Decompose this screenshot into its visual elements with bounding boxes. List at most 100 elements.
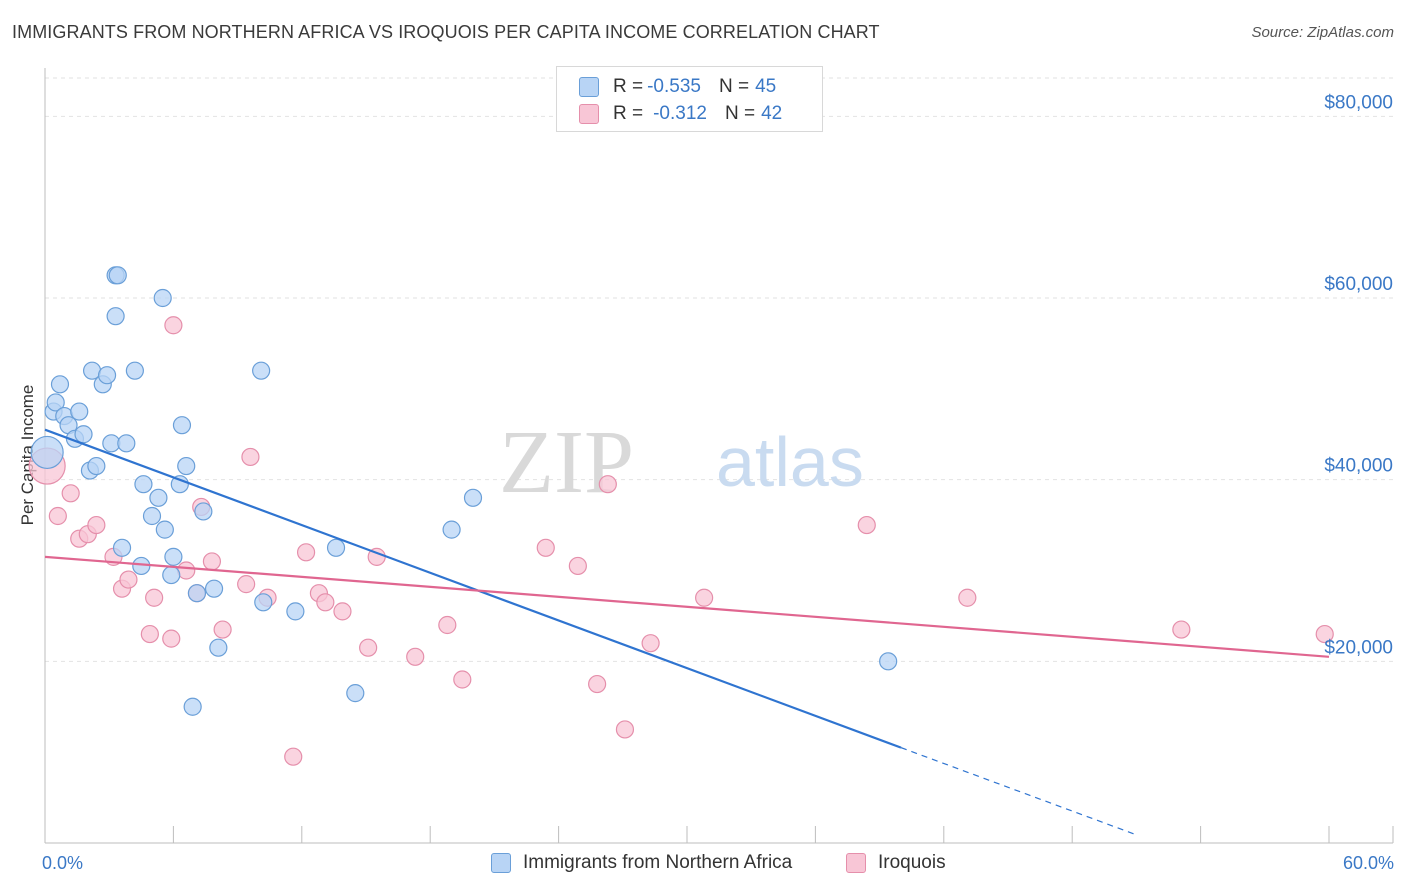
data-point [172,416,192,435]
data-point [125,361,144,380]
data-point [286,602,305,621]
data-point [108,266,127,285]
watermark: ZIP atlas [499,413,864,512]
data-point [50,375,70,394]
blue-swatch [579,77,599,97]
data-point [87,515,106,535]
y-tick-labels: $20,000 $40,000 $60,000 $80,000 [1324,92,1393,658]
x-tick-min: 0.0% [42,853,84,873]
data-point [46,393,65,412]
blue-swatch [491,853,511,873]
trend-line-iroquois [44,555,1330,658]
grid-lines [45,77,1393,662]
data-point [333,602,352,621]
watermark-zip: ZIP [499,413,634,512]
pink-swatch [846,853,866,873]
data-point [132,556,151,576]
series-legend: Immigrants from Northern Africa Iroquois [0,852,1406,878]
data-point [134,475,153,494]
data-point [187,584,207,603]
data-point [438,615,457,635]
data-point [162,629,181,648]
data-point [164,547,183,566]
trend-lines [44,428,1330,836]
data-point [30,435,64,470]
data-point [149,488,168,507]
r-value: -0.312 [653,103,707,124]
y-tick-label: $40,000 [1324,456,1393,477]
data-point [296,543,316,562]
data-point [1172,620,1191,639]
data-point [153,288,172,308]
data-point [202,552,222,571]
data-point [252,361,271,380]
legend-item-northern-africa: Immigrants from Northern Africa [491,852,792,874]
data-point [237,575,256,594]
data-point [194,502,213,521]
data-point [97,366,117,385]
trend-line-northern-africa-extension [900,747,1137,836]
data-point [213,620,232,639]
data-point [177,561,196,580]
chart-source: Source: ZipAtlas.com [1251,24,1394,41]
data-point [316,593,335,612]
r-label: R = [613,103,644,124]
data-point [958,588,977,607]
northern-africa-points [30,266,898,716]
data-point [142,506,162,526]
data-point [155,520,174,539]
legend-row-northern-africa: R = -0.535 N = 45 [579,75,776,99]
n-label: N = [724,103,756,124]
legend-item-iroquois: Iroquois [846,852,946,874]
y-tick-label: $20,000 [1324,637,1393,658]
n-label: N = [718,76,750,97]
data-point [359,638,378,657]
data-point [346,684,365,703]
data-point [857,515,876,535]
data-point [568,556,587,576]
data-point [588,674,607,694]
data-point [326,538,346,557]
y-tick-label: $60,000 [1324,274,1393,295]
data-point [112,538,132,557]
legend-row-iroquois: R = -0.312 N = 42 [579,102,782,126]
trend-line-northern-africa [44,428,902,749]
data-point [879,652,898,671]
data-point [204,579,224,598]
data-point [284,747,303,766]
data-point [209,638,228,657]
data-point [641,634,660,653]
data-point [598,475,617,494]
watermark-atlas: atlas [716,423,864,501]
r-value: -0.535 [647,76,701,97]
y-tick-label: $80,000 [1324,92,1393,113]
data-point [536,538,555,557]
data-point [1315,624,1334,644]
data-point [164,316,183,335]
data-point [117,434,136,453]
data-point [254,593,273,612]
data-point [140,624,159,644]
data-point [162,565,181,585]
data-point [695,588,714,607]
data-point [177,456,196,476]
chart-title: IMMIGRANTS FROM NORTHERN AFRICA VS IROQU… [12,22,880,42]
pink-swatch [579,104,599,124]
x-tick-max: 60.0% [1342,853,1394,873]
data-point [615,720,635,739]
legend-label: Immigrants from Northern Africa [523,852,793,873]
data-point [61,484,80,503]
n-value: 42 [761,103,783,124]
data-point [48,506,67,526]
data-point [170,475,189,494]
n-value: 45 [755,76,777,97]
data-point [106,307,125,326]
data-point [453,670,472,689]
data-point [70,402,89,421]
data-point [145,588,164,607]
data-point [442,520,461,539]
data-point [406,647,425,666]
correlation-legend: R = -0.535 N = 45 R = -0.312 N = 42 [556,66,823,132]
data-point [183,697,202,716]
